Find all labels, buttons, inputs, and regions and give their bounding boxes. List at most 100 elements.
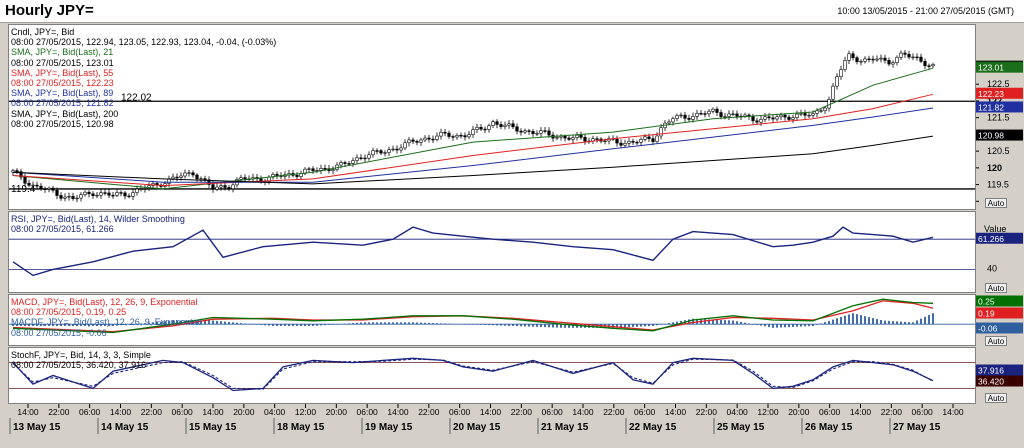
candle-body (27, 182, 31, 186)
candle-body (51, 187, 55, 191)
candle-body (111, 194, 115, 197)
macd-hist-bar (688, 319, 690, 325)
price-pane[interactable]: 122.02 119.4 Cndl, JPY=, Bid 08:00 27/05/2… (8, 24, 976, 210)
macd-hist-bar (708, 319, 710, 325)
candle-body (695, 113, 699, 117)
candle-body (911, 56, 915, 59)
macd-hist-bar (412, 322, 414, 325)
macd-value: 0.25 (978, 297, 995, 307)
candle-body (419, 139, 423, 143)
macd-hist-bar (92, 324, 94, 326)
candle-body (59, 195, 63, 199)
macd-hist-bar (52, 324, 54, 326)
macd-hist-bar (624, 324, 626, 328)
candle-body (699, 113, 703, 115)
macd-hist-bar (176, 320, 178, 325)
macd-hist-bar (904, 321, 906, 325)
candle-body (415, 141, 419, 143)
candle-body (343, 162, 347, 164)
macd-chart (9, 298, 975, 334)
time-tick-label: 14:00 (850, 407, 872, 417)
candle-body (463, 135, 467, 138)
macd-hist-bar (868, 317, 870, 325)
stoch-d-value: 36.420 (978, 377, 1004, 387)
macd-hist-bar (864, 316, 866, 325)
macd-hist-bar (856, 314, 858, 325)
macd-hist-bar (436, 323, 438, 325)
macd-hist-bar (264, 324, 266, 326)
candle-body (679, 114, 683, 117)
macd-hist-bar (880, 320, 882, 325)
candle-body (603, 140, 607, 143)
candle-body (307, 168, 311, 170)
candle-body (891, 62, 895, 65)
rsi-auto-button[interactable]: Auto (985, 283, 1007, 293)
macd-hist-bar (872, 318, 874, 325)
candle-body (579, 134, 583, 138)
macd-hist-bar (896, 321, 898, 325)
candle-body (643, 136, 647, 140)
macd-pane[interactable]: MACD, JPY=, Bid(Last), 12, 26, 9, Expone… (8, 294, 976, 346)
macd-hist-bar (552, 324, 554, 328)
candle-body (43, 188, 47, 191)
time-tick-label: 14:00 (110, 407, 132, 417)
macd-hist-bar (520, 324, 522, 327)
macd-hist-bar (388, 322, 390, 325)
candle-body (931, 64, 935, 67)
candle-body (323, 168, 327, 170)
stoch-legend: StochF, JPY=, Bid, 14, 3, 3, Simple 08:00… (11, 350, 151, 370)
candle-body (707, 110, 711, 115)
stoch-auto-button[interactable]: Auto (985, 393, 1007, 403)
price-auto-button[interactable]: Auto (985, 198, 1007, 208)
macd-hist-bar (420, 322, 422, 325)
candle-body (895, 56, 899, 63)
macd-hist-bar (84, 324, 86, 326)
candle-body (623, 142, 627, 146)
candle-body (779, 114, 783, 118)
candle-body (351, 160, 355, 164)
candle-body (563, 135, 567, 139)
rsi-axis-value: Value (984, 224, 1006, 234)
candle-body (711, 108, 715, 112)
candle-body (211, 184, 215, 190)
macd-hist-bar (296, 324, 298, 326)
legend-line: SMA, JPY=, Bid(Last), 21 (11, 47, 114, 58)
candle-body (479, 126, 483, 130)
candle-body (871, 58, 875, 61)
candle-body (75, 197, 79, 200)
candle-body (787, 116, 791, 120)
macd-hist-bar (80, 324, 82, 326)
macd-hist-bar (544, 324, 546, 328)
macd-hist-bar (736, 321, 738, 325)
candle-body (495, 121, 499, 125)
stoch-pane[interactable]: StochF, JPY=, Bid, 14, 3, 3, Simple 08:00… (8, 347, 976, 404)
candle-body (455, 135, 459, 138)
macdf-value: -0.06 (978, 324, 998, 334)
candle-body (795, 113, 799, 118)
macd-hist-bar (220, 321, 222, 325)
candle-body (35, 184, 39, 187)
candle-body (475, 126, 479, 130)
macd-hist-bar (692, 318, 694, 325)
rsi-axis: Value 40 61.266 (976, 211, 1024, 293)
legend-line: 08:00 27/05/2015, 122.94, 123.05, 122.93… (11, 37, 277, 48)
macd-hist-bar (808, 324, 810, 327)
price-tick-label: 120.5 (987, 146, 1010, 156)
macd-hist-bar (268, 324, 270, 326)
chart-title: Hourly JPY= (5, 2, 94, 19)
macd-hist-bar (568, 324, 570, 328)
candle-body (467, 134, 471, 138)
candle-body (431, 138, 435, 141)
macd-hist-bar (224, 321, 226, 325)
candle-body (783, 114, 787, 118)
macd-hist-bar (744, 322, 746, 325)
date-label: 20 May 15 (453, 422, 501, 433)
signal-value-bg (976, 307, 1023, 319)
macd-hist-bar (240, 323, 242, 325)
rsi-pane[interactable]: RSI, JPY=, Bid(Last), 14, Wilder Smoothi… (8, 211, 976, 293)
candle-body (559, 135, 563, 138)
macd-auto-button[interactable]: Auto (985, 336, 1007, 346)
candle-body (219, 185, 223, 188)
time-tick-label: 22:00 (141, 407, 163, 417)
